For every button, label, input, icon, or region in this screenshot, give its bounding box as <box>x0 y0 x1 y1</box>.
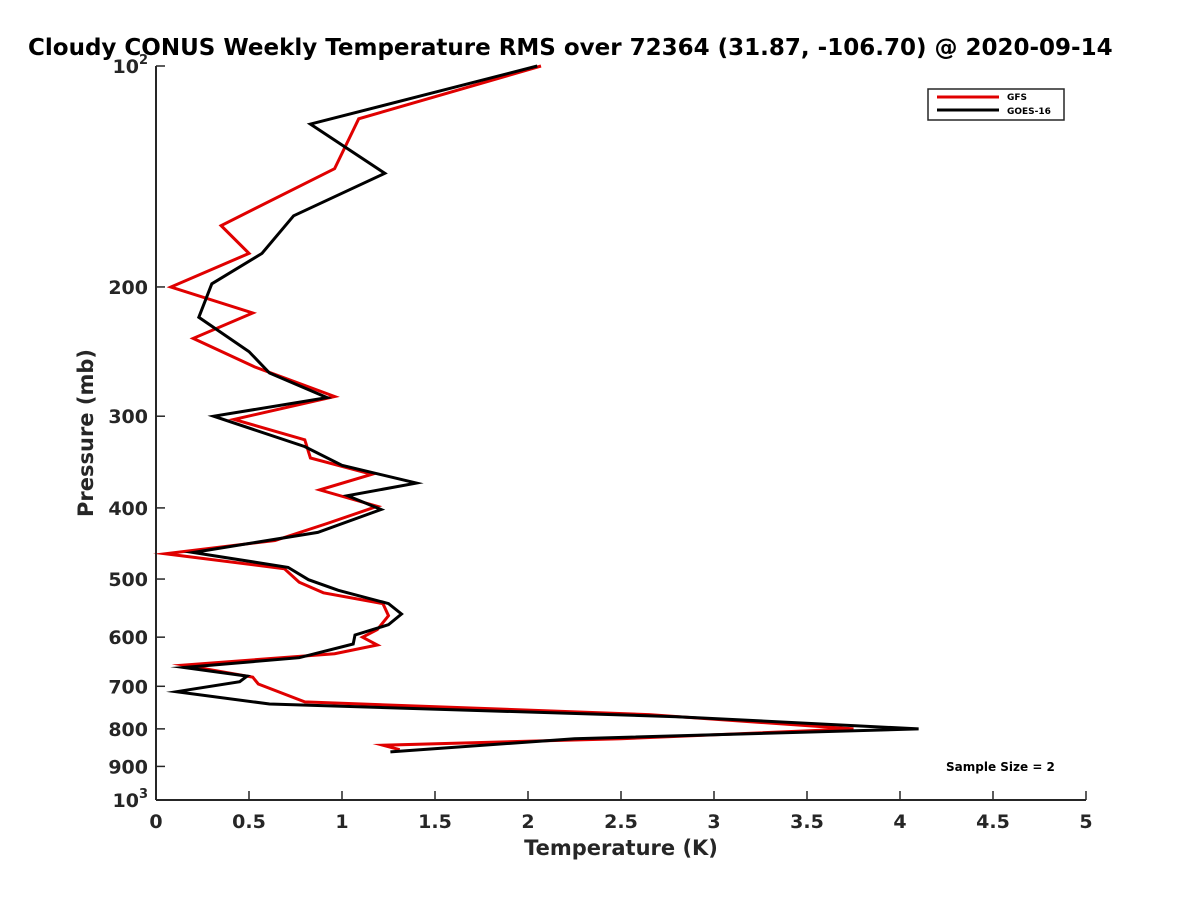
chart-title: Cloudy CONUS Weekly Temperature RMS over… <box>28 35 1113 61</box>
y-tick-label: 600 <box>108 627 148 649</box>
y-axis-label: Pressure (mb) <box>74 349 98 517</box>
y-tick-label: 200 <box>108 277 148 299</box>
series-line-goes16 <box>166 64 919 754</box>
x-tick-label: 4.5 <box>976 811 1010 833</box>
x-tick-label: 2 <box>521 811 534 833</box>
y-tick-label: 700 <box>108 676 148 698</box>
x-tick-label: 1 <box>335 811 348 833</box>
y-tick-label: 103 <box>113 787 149 812</box>
y-tick-label: 400 <box>108 498 148 520</box>
x-tick-label: 3 <box>707 811 720 833</box>
legend-label-goes16: GOES-16 <box>1007 107 1051 117</box>
y-tick-label-base: 10 <box>113 790 139 812</box>
series-layer <box>153 64 919 754</box>
y-tick-label: 300 <box>108 406 148 428</box>
legend-box <box>927 88 1065 121</box>
x-tick-label: 4 <box>893 811 906 833</box>
x-tick-label: 0 <box>149 811 162 833</box>
ticks-layer: 0 0.5 1 1.5 2 2.5 3 3.5 4 4.5 51022003004005006007… <box>108 53 1092 833</box>
y-tick-label-base: 10 <box>113 56 139 78</box>
y-tick-label: 900 <box>108 756 148 778</box>
x-axis-label: Temperature (K) <box>524 836 718 860</box>
legend-label-gfs: GFS <box>1007 93 1027 103</box>
y-tick-label: 800 <box>108 719 148 741</box>
legend: GFS GOES-16 <box>927 88 1065 121</box>
x-tick-label: 5 <box>1079 811 1092 833</box>
y-tick-label-exponent: 2 <box>139 53 148 68</box>
sample-size-annotation: Sample Size = 2 <box>946 760 1055 774</box>
series-line-gfs <box>153 64 854 752</box>
y-tick-label: 102 <box>113 53 149 78</box>
x-tick-label: 2.5 <box>604 811 638 833</box>
x-tick-label: 3.5 <box>790 811 824 833</box>
x-tick-label: 1.5 <box>418 811 452 833</box>
y-tick-label: 500 <box>108 569 148 591</box>
y-tick-label-exponent: 3 <box>139 787 148 802</box>
x-tick-label: 0.5 <box>232 811 266 833</box>
